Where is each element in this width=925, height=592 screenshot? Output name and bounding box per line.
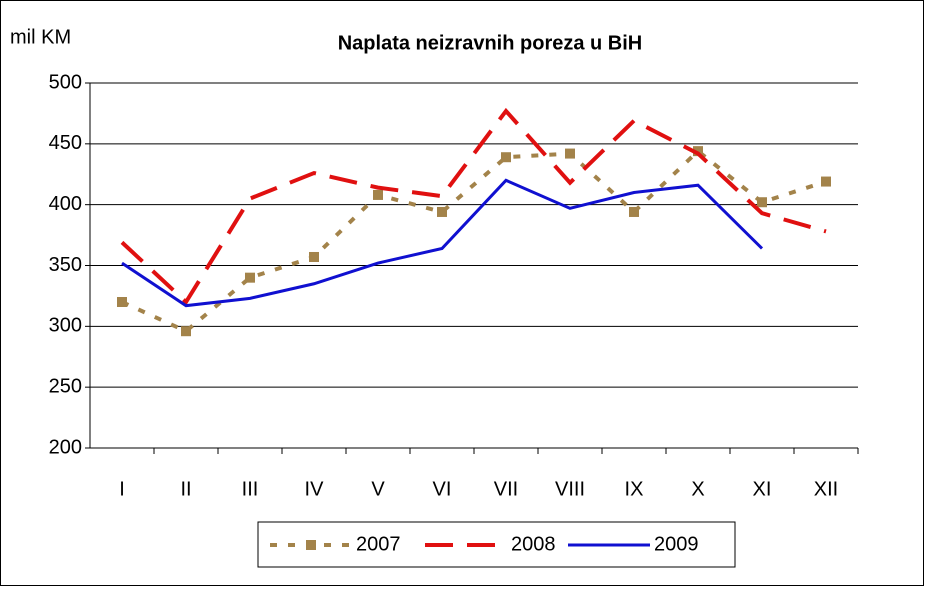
legend-box xyxy=(257,521,736,568)
legend-label: 2008 xyxy=(511,533,556,555)
series-line xyxy=(121,178,764,308)
marker xyxy=(373,189,383,200)
y-tick-label: 400 xyxy=(49,193,82,215)
x-tick-label: I xyxy=(119,478,125,500)
x-tick-label: IX xyxy=(625,478,644,500)
marker xyxy=(821,176,831,187)
y-tick-label: 350 xyxy=(49,254,82,276)
y-tick-label: 300 xyxy=(49,315,82,337)
x-tick-label: II xyxy=(180,478,191,500)
x-tick-label: X xyxy=(691,478,704,500)
x-tick-label: XII xyxy=(814,478,838,500)
marker xyxy=(117,297,127,307)
legend-label: 2009 xyxy=(654,533,699,555)
y-tick-label: 250 xyxy=(49,375,82,397)
marker xyxy=(437,206,447,217)
y-tick-label: 200 xyxy=(49,436,82,458)
y-tick-label: 500 xyxy=(49,71,82,93)
legend-label: 2007 xyxy=(356,533,401,555)
marker xyxy=(629,206,639,217)
x-tick-label: III xyxy=(242,478,259,500)
marker xyxy=(501,152,511,163)
series-line xyxy=(120,107,827,306)
x-tick-label: XI xyxy=(753,478,772,500)
x-tick-label: V xyxy=(371,478,385,500)
legend-marker xyxy=(306,540,316,550)
x-tick-label: VI xyxy=(433,478,452,500)
series-line xyxy=(121,148,827,334)
y-axis-label: mil KM xyxy=(10,26,71,48)
marker xyxy=(245,272,255,283)
marker xyxy=(757,197,767,208)
marker xyxy=(309,251,319,262)
marker xyxy=(693,146,703,157)
x-tick-label: VIII xyxy=(555,478,585,500)
marker xyxy=(181,326,191,337)
y-tick-label: 450 xyxy=(49,132,82,154)
marker xyxy=(565,148,575,159)
x-tick-label: IV xyxy=(305,478,325,500)
x-tick-label: VII xyxy=(494,478,518,500)
chart-title: Naplata neizravnih poreza u BiH xyxy=(338,32,643,54)
